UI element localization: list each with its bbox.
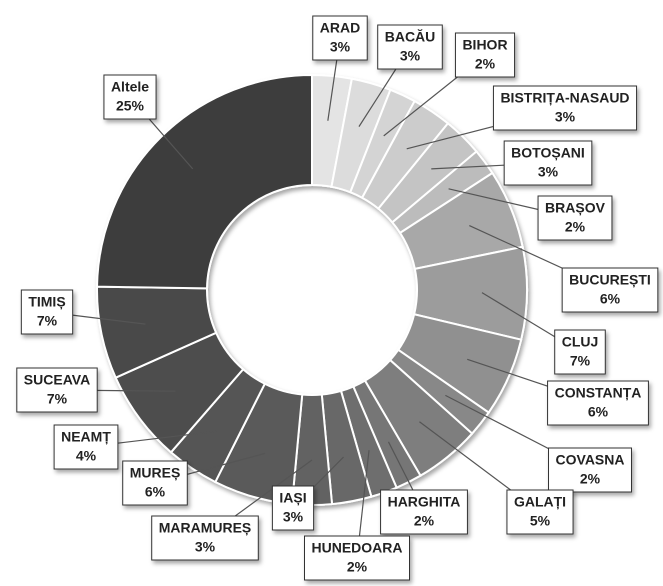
data-label: BACĂU 3%	[377, 24, 443, 70]
label-box	[151, 515, 259, 561]
label-name: ARAD	[320, 20, 360, 36]
data-label: Altele 25%	[103, 74, 157, 120]
data-label: CONSTANȚA 6%	[547, 380, 649, 426]
label-value: 5%	[530, 513, 551, 529]
label-name: MUREȘ	[130, 465, 181, 481]
data-label: BUCUREȘTI 6%	[561, 267, 659, 313]
label-box	[537, 195, 613, 241]
label-value: 25%	[116, 98, 145, 114]
label-value: 3%	[283, 509, 304, 525]
label-name: BIHOR	[462, 37, 507, 53]
label-box	[561, 267, 659, 313]
data-label: BOTOȘANI 3%	[503, 140, 593, 186]
label-box	[377, 24, 443, 70]
label-box	[16, 367, 98, 413]
data-label: TIMIȘ 7%	[20, 289, 74, 335]
label-value: 2%	[565, 219, 586, 235]
label-box	[547, 380, 649, 426]
label-name: IAȘI	[279, 490, 306, 506]
label-name: BRAȘOV	[545, 200, 606, 216]
data-label: HUNEDOARA 2%	[304, 535, 410, 581]
label-value: 7%	[37, 313, 58, 329]
data-label: BIHOR 2%	[454, 32, 516, 78]
label-value: 7%	[47, 391, 68, 407]
label-value: 3%	[330, 39, 351, 55]
label-name: BOTOȘANI	[511, 145, 585, 161]
label-box	[454, 32, 516, 78]
segment	[96, 73, 313, 290]
label-box	[380, 489, 468, 535]
label-name: HARGHITA	[388, 494, 461, 510]
label-value: 2%	[475, 56, 496, 72]
label-name: BISTRIȚA-NASAUD	[500, 90, 629, 106]
label-name: CONSTANȚA	[555, 385, 642, 401]
label-name: BACĂU	[385, 29, 436, 45]
label-box	[506, 489, 574, 535]
data-label: MARAMUREȘ 3%	[151, 515, 259, 561]
label-box	[103, 74, 157, 120]
data-label: NEAMȚ 4%	[53, 424, 119, 470]
data-label: BRAȘOV 2%	[537, 195, 613, 241]
label-box	[271, 485, 315, 531]
label-box	[554, 329, 606, 375]
label-box	[53, 424, 119, 470]
label-value: 3%	[555, 109, 576, 125]
data-label: HARGHITA 2%	[380, 489, 468, 535]
label-value: 2%	[414, 513, 435, 529]
label-name: TIMIȘ	[28, 294, 65, 310]
data-label: GALAȚI 5%	[506, 489, 574, 535]
data-label: CLUJ 7%	[554, 329, 606, 375]
label-name: COVASNA	[556, 452, 625, 468]
data-label: BISTRIȚA-NASAUD 3%	[492, 85, 638, 131]
label-value: 2%	[347, 559, 368, 575]
label-name: CLUJ	[562, 334, 599, 350]
label-name: NEAMȚ	[61, 429, 111, 445]
label-box	[503, 140, 593, 186]
label-value: 3%	[538, 164, 559, 180]
label-name: GALAȚI	[514, 494, 566, 510]
label-box	[304, 535, 410, 581]
label-name: BUCUREȘTI	[569, 272, 651, 288]
data-label: MUREȘ 6%	[122, 460, 188, 506]
label-value: 6%	[600, 291, 621, 307]
data-label: ARAD 3%	[312, 15, 368, 61]
label-value: 7%	[570, 353, 591, 369]
label-box	[122, 460, 188, 506]
donut	[96, 73, 528, 507]
label-name: MARAMUREȘ	[159, 520, 252, 536]
label-value: 2%	[580, 471, 601, 487]
label-box	[20, 289, 74, 335]
label-name: HUNEDOARA	[312, 540, 403, 556]
label-value: 6%	[145, 484, 166, 500]
data-label: COVASNA 2%	[548, 447, 632, 493]
data-label: IAȘI 3%	[271, 485, 315, 531]
label-box	[548, 447, 632, 493]
label-value: 3%	[400, 48, 421, 64]
label-name: Altele	[111, 79, 149, 95]
label-value: 3%	[195, 539, 216, 555]
label-value: 4%	[76, 448, 97, 464]
label-box	[492, 85, 638, 131]
labels: ARAD3%BACĂU3%BIHOR2%BISTRIȚA-NASAUD3%BOT…	[16, 15, 659, 581]
label-name: SUCEAVA	[24, 372, 90, 388]
label-value: 6%	[588, 404, 609, 420]
data-label: SUCEAVA 7%	[16, 367, 98, 413]
label-box	[312, 15, 368, 61]
